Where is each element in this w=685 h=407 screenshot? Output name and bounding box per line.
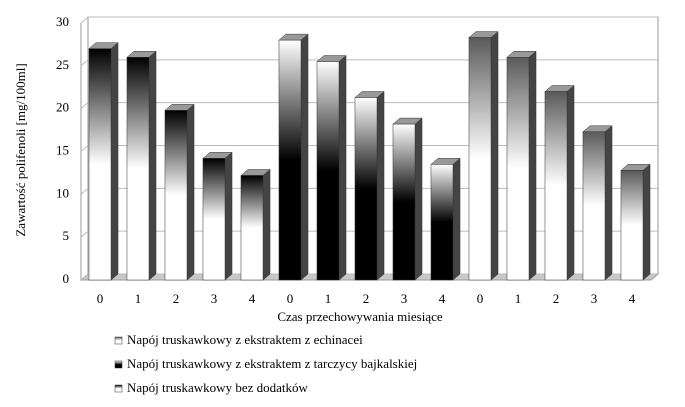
x-tick-label: 0 [287, 291, 294, 306]
x-tick-label: 4 [629, 291, 636, 306]
legend-swatch [114, 360, 123, 369]
bar [506, 57, 530, 281]
grid-wall [80, 273, 89, 281]
y-tick-label: 10 [56, 185, 69, 200]
bar [88, 48, 112, 281]
bar [430, 164, 454, 281]
x-tick-label: 1 [515, 291, 522, 306]
x-tick-label: 2 [173, 291, 180, 306]
legend-swatch [114, 384, 123, 393]
bar [202, 158, 226, 281]
y-tick-label: 25 [56, 57, 69, 72]
x-tick-label: 1 [135, 291, 142, 306]
bar-side [566, 84, 575, 281]
legend-label: Napój truskawkowy z ekstraktem z tarczyc… [127, 356, 417, 371]
bar-side [528, 50, 537, 281]
x-tick-label: 2 [553, 291, 560, 306]
y-tick-label: 0 [63, 271, 70, 286]
bar-side [338, 55, 347, 281]
bar [240, 175, 264, 281]
legend-swatch [114, 336, 123, 345]
x-tick-label: 0 [477, 291, 484, 306]
bar [164, 110, 188, 281]
bar [126, 57, 150, 281]
bar-side [414, 117, 423, 281]
bar-side [300, 33, 309, 281]
bar-side [110, 42, 119, 281]
bar-side [604, 125, 613, 281]
bar [468, 37, 492, 281]
bar [392, 123, 416, 281]
legend-label: Napój truskawkowy bez dodatków [127, 380, 308, 395]
grid-wall [80, 59, 89, 67]
legend-label: Napój truskawkowy z ekstraktem z echinac… [127, 332, 363, 347]
y-tick-label: 20 [56, 100, 69, 115]
bar-side [642, 163, 651, 281]
x-tick-label: 3 [401, 291, 408, 306]
x-tick-label: 2 [363, 291, 370, 306]
bar-side [186, 103, 195, 281]
bar [278, 39, 302, 281]
grid-wall [80, 16, 89, 24]
bar-side [224, 151, 233, 281]
bar-side [490, 31, 499, 281]
bar [620, 170, 644, 281]
x-tick-label: 0 [97, 291, 104, 306]
y-tick-label: 30 [56, 14, 69, 29]
bar [354, 97, 378, 281]
bar-side [148, 50, 157, 281]
grid-wall [80, 187, 89, 195]
grid-wall [80, 230, 89, 238]
y-tick-label: 5 [63, 228, 70, 243]
x-tick-label: 4 [439, 291, 446, 306]
y-tick-label: 15 [56, 142, 69, 157]
grid-wall [80, 102, 89, 110]
x-tick-label: 1 [325, 291, 332, 306]
y-axis-label: Zawartość polifenoli [mg/100ml] [13, 63, 28, 236]
x-tick-label: 3 [591, 291, 598, 306]
x-axis-label: Czas przechowywania miesiące [277, 309, 443, 324]
bar [582, 131, 606, 281]
bar-side [452, 157, 461, 281]
bar [544, 91, 568, 281]
bar-side [262, 168, 271, 281]
bar-side [376, 90, 385, 281]
x-tick-label: 3 [211, 291, 218, 306]
grid-wall [80, 145, 89, 152]
x-tick-label: 4 [249, 291, 256, 306]
bar [316, 61, 340, 281]
